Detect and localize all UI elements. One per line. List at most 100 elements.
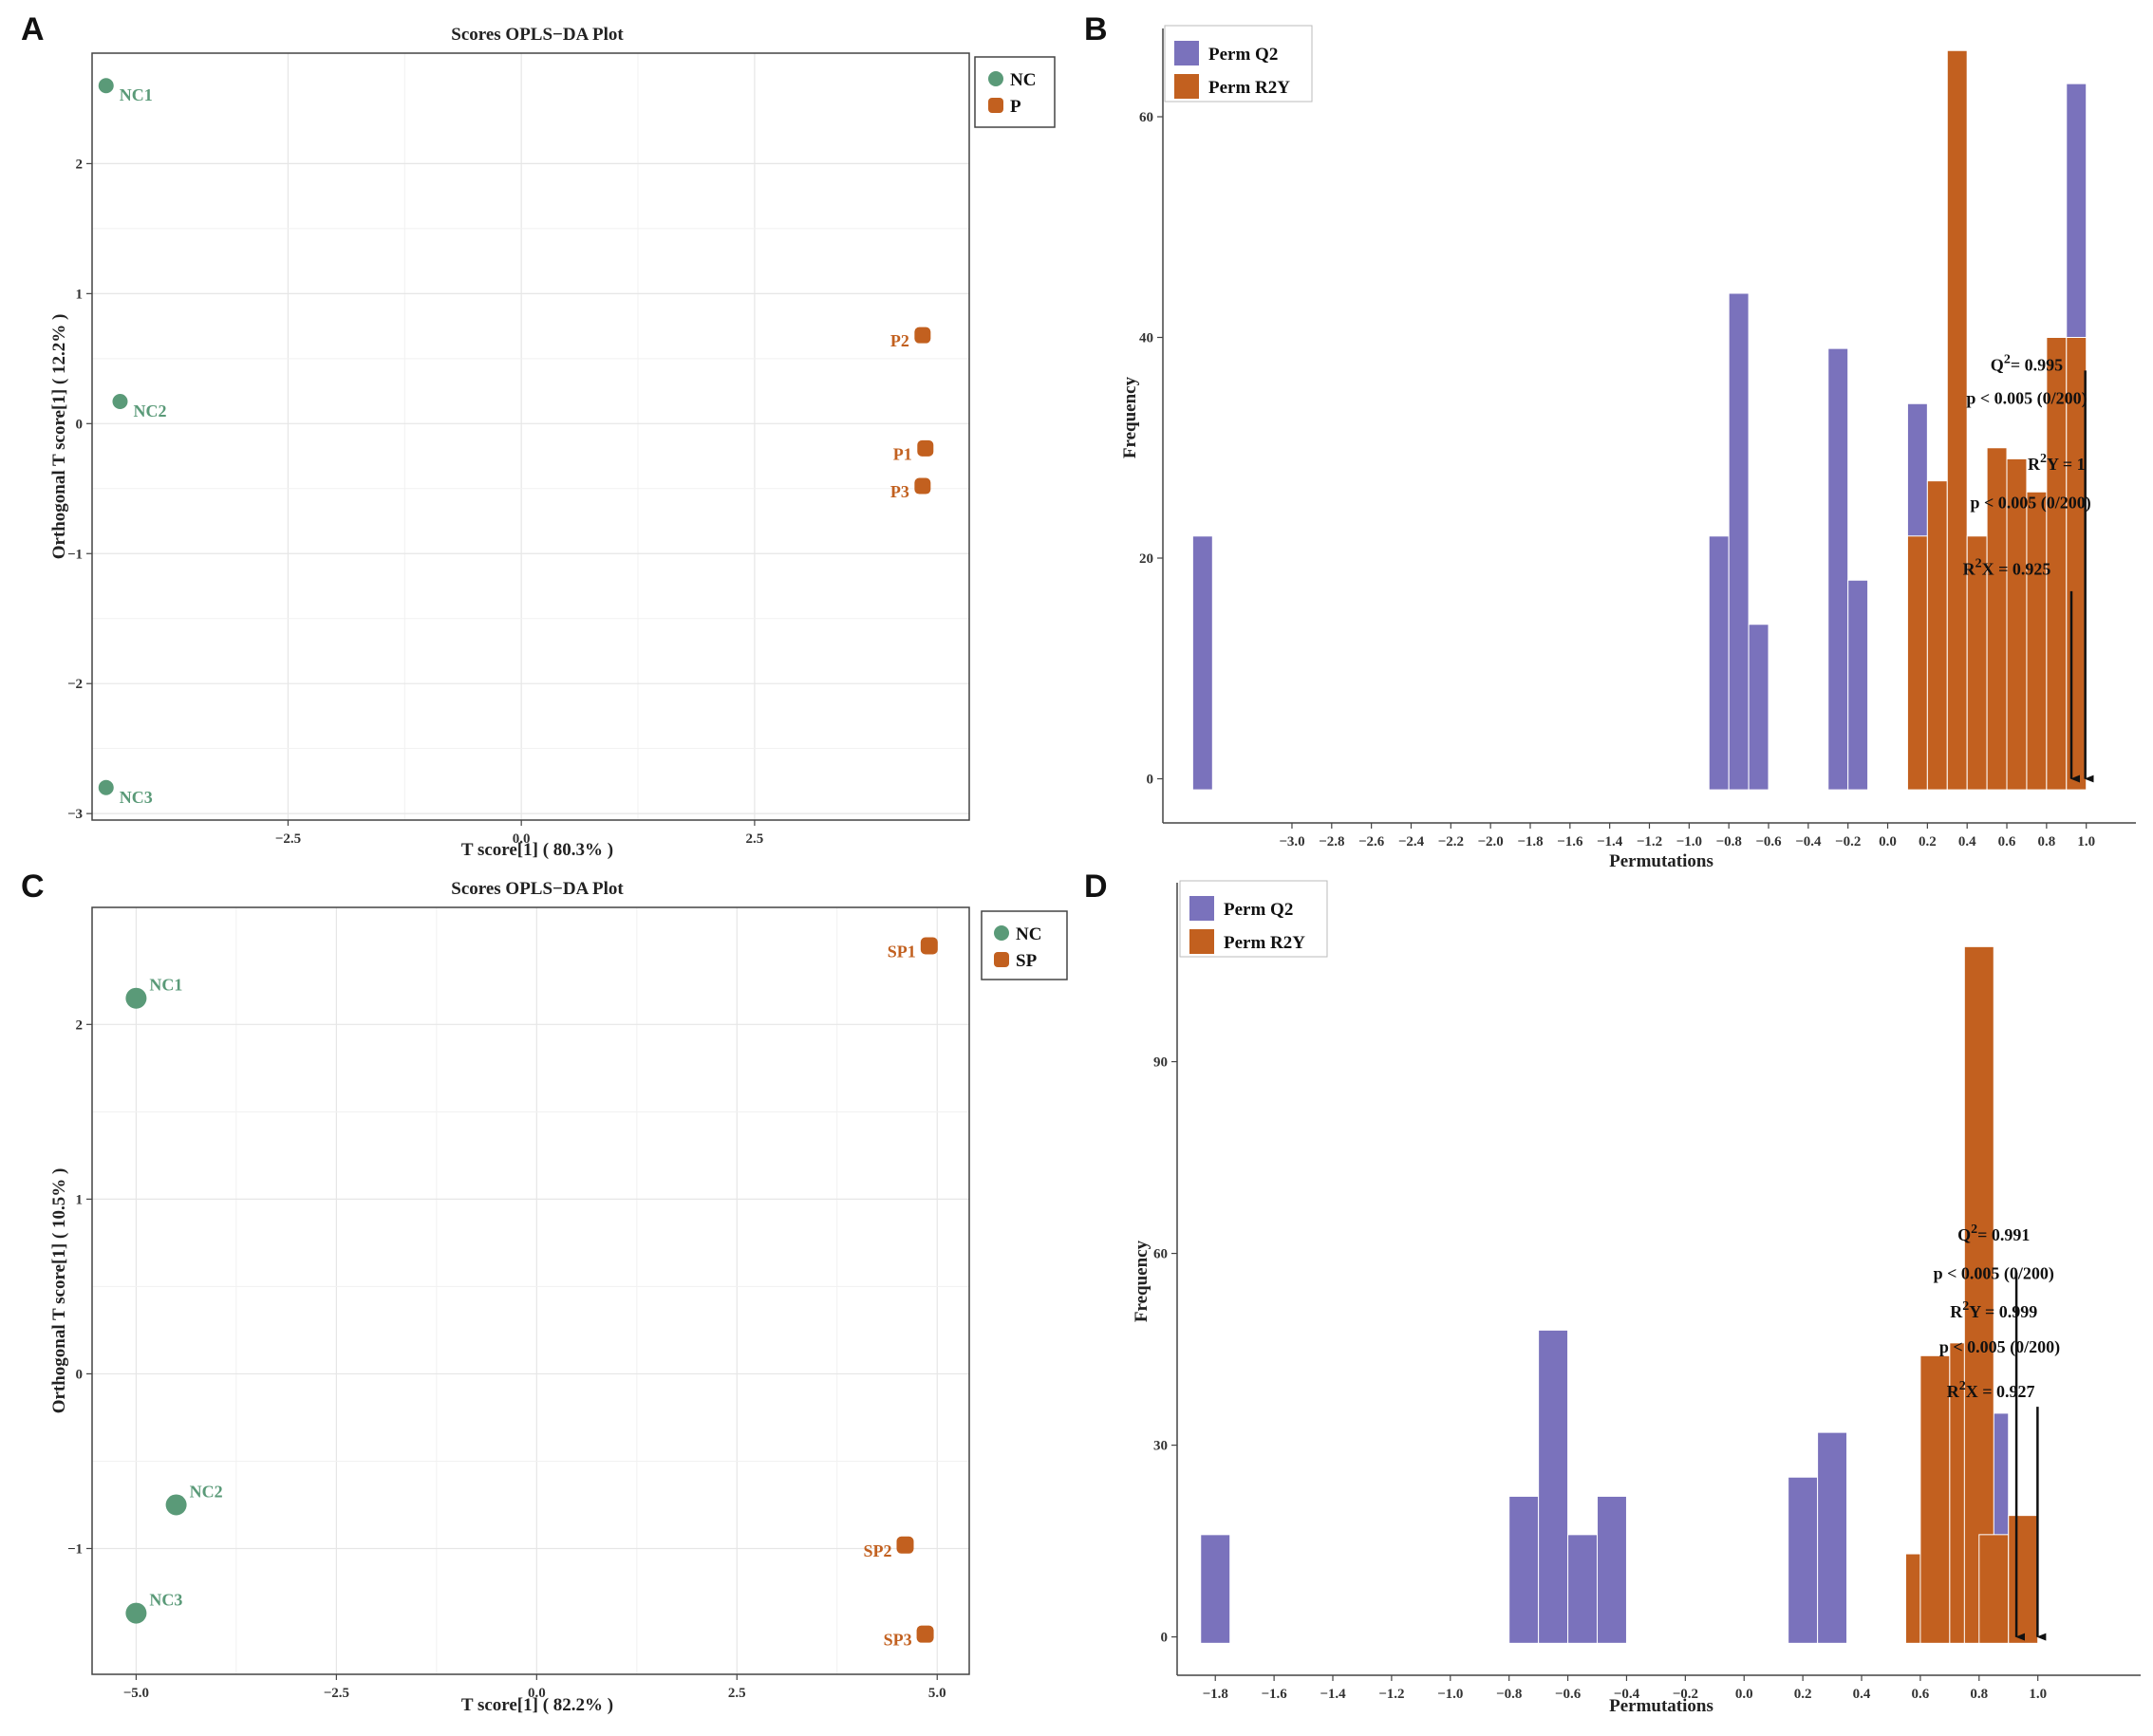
panel-b-y-tick-label: 60 [1139,110,1153,125]
point-label-c-sp2: SP2 [863,1541,891,1560]
panel-d-y-tick-label: 0 [1161,1631,1169,1646]
panel-c-x-tick-label: −2.5 [324,1686,349,1701]
panel-d-legend-key-r2y [1189,929,1214,954]
panel-b-legend: Perm Q2 Perm R2Y [1164,25,1313,103]
panel-d-x-tick-label: 0.4 [1853,1687,1871,1702]
panel-b-x-tick-label: −2.4 [1398,834,1425,849]
point-c-nc2 [165,1494,187,1516]
panel-b-x-tick-label: −3.0 [1279,834,1304,849]
panel-a-x-tick-label: 0.0 [513,831,531,847]
bar-b-r2y [1946,49,1968,791]
bar-b-q2 [1708,535,1730,791]
panel-c-x-axis-label: T score[1] ( 82.2% ) [461,1695,613,1715]
panel-b-y-axis-label: Frequency [1120,376,1140,458]
panel-d-x-tick-label: 0.8 [1970,1687,1988,1702]
panel-b-x-tick-label: −2.8 [1319,834,1344,849]
point-a-p2 [914,327,931,344]
point-label-c-nc3: NC3 [149,1591,182,1610]
panel-d-y-tick-label: 90 [1153,1055,1168,1071]
panel-c-x-tick-label: −5.0 [123,1686,149,1701]
bar-d-r2y [2008,1515,2039,1644]
panel-a-x-tick-label: −2.5 [275,831,301,847]
point-c-nc1 [125,987,147,1009]
bar-d-q2 [1597,1495,1627,1644]
panel-d-ticks: −1.8 −1.6 −1.4 −1.2 −1.0 −0.8 −0.6 −0.4 −0.2 0.0 0… [1153,1055,2047,1702]
bar-b-r2y [1906,535,1928,791]
panel-c-x-tick-label: 2.5 [728,1686,746,1701]
panel-d-x-tick-label: 0.6 [1912,1687,1930,1702]
panel-a-y-tick-label: −2 [67,677,83,692]
panel-c-y-tick-label: 0 [76,1367,84,1382]
panel-b-legend-label-q2: Perm Q2 [1208,45,1278,65]
panel-a-x-tick-label: 2.5 [746,831,764,847]
panel-b-legend-key-q2 [1174,41,1199,65]
panel-b-legend-key-r2y [1174,74,1199,99]
panel-a-ticks: −2.5 0.0 2.5 −3 −2 −1 0 1 2 [67,157,763,847]
panel-b-stat-annotation: p < 0.005 (0/200) [1966,388,2087,408]
panel-b-stat-annotation: R2X = 0.925 [1963,556,2051,578]
panel-b-x-tick-label: −1.2 [1637,834,1662,849]
panel-b-x-tick-label: −1.6 [1557,834,1583,849]
panel-d-legend-label-q2: Perm Q2 [1224,900,1293,920]
point-a-p3 [914,477,931,495]
panel-c-y-axis-label: Orthogonal T score[1] ( 10.5% ) [49,1168,69,1414]
point-label-a-p2: P2 [890,331,909,350]
panel-letter-d: D [1084,868,1108,905]
panel-b-stat-annotation: R2Y = 1 [2028,452,2086,474]
panel-a-y-tick-label: 2 [76,157,84,172]
point-a-nc2 [112,394,128,410]
point-label-a-nc3: NC3 [120,788,153,807]
point-label-c-sp1: SP1 [888,942,916,961]
panel-a-y-tick-label: 1 [76,287,84,302]
panel-d-x-tick-label: −1.8 [1203,1687,1228,1702]
panel-a-legend-box [974,56,1056,128]
bar-d-q2 [1538,1329,1569,1644]
panel-d-x-tick-label: −1.2 [1378,1687,1404,1702]
panel-b-x-tick-label: −1.4 [1597,834,1623,849]
panel-d-legend-label-r2y: Perm R2Y [1224,933,1305,953]
panel-d-x-tick-label: −0.6 [1555,1687,1582,1702]
bar-d-r2y [1978,1534,2010,1644]
point-label-a-p1: P1 [893,444,912,463]
panel-d-annotations: Q2= 0.991 p < 0.005 (0/200) R2Y = 0.999 p <… [1934,1223,2060,1641]
panel-c-legend-box [981,910,1068,980]
point-label-c-sp3: SP3 [884,1631,912,1650]
bar-d-q2 [1200,1534,1231,1644]
panel-c-y-tick-label: 2 [76,1017,84,1033]
panel-b-y-tick-label: 40 [1139,331,1153,346]
panel-b-x-tick-label: −2.2 [1438,834,1464,849]
panel-a-legend-key-nc [988,71,1003,86]
panel-c-y-tick-label: 1 [76,1192,84,1207]
panel-b-ticks: −3.0 −2.8 −2.6 −2.4 −2.2 −2.0 −1.8 −1.6 −1.4 −1.2… [1139,110,2095,849]
panel-c-ticks: −5.0 −2.5 0.0 2.5 5.0 −1 0 1 2 [67,1017,946,1701]
point-c-sp1 [920,937,938,955]
panel-d-x-tick-label: −0.8 [1496,1687,1522,1702]
bar-d-q2 [1817,1431,1848,1644]
point-label-a-p3: P3 [890,482,909,501]
panel-c-x-tick-label: 5.0 [928,1686,946,1701]
panel-c-points: NC1 NC2 NC3 SP1 SP2 SP3 [125,937,938,1650]
panel-b-stat-annotation: p < 0.005 (0/200) [1970,494,2090,513]
panel-d-stat-annotation: R2Y = 0.999 [1950,1299,2037,1321]
panel-b-x-tick-label: 0.6 [1998,834,2016,849]
point-c-nc3 [125,1602,147,1624]
point-label-a-nc2: NC2 [133,401,166,420]
panel-b-x-tick-label: 0.8 [2037,834,2055,849]
panel-d-stat-annotation: p < 0.005 (0/200) [1939,1337,2060,1357]
panel-c-x-tick-label: 0.0 [528,1686,546,1701]
panel-d-x-tick-label: −0.4 [1614,1687,1640,1702]
bar-d-r2y [1919,1354,1951,1644]
panel-c-legend: NC SP [981,910,1068,980]
panel-letter-a: A [21,11,45,47]
panel-c-legend-label-nc: NC [1016,924,1041,944]
panel-c-scatter: Scores OPLS−DA Plot −5.0 −2.5 0.0 2.5 5.0 −1 0… [49,879,1068,1715]
point-label-a-nc1: NC1 [120,85,153,104]
panel-c-legend-key-sp [994,952,1009,967]
bar-b-q2 [1728,292,1750,791]
panel-a-points: NC1 NC2 NC3 P2 P1 P3 [98,78,934,807]
panel-d-stat-annotation: p < 0.005 (0/200) [1934,1264,2054,1284]
panel-b-x-tick-label: 0.0 [1879,834,1897,849]
panel-d-stat-annotation: R2X = 0.927 [1947,1379,2035,1401]
point-label-c-nc2: NC2 [190,1482,223,1501]
bar-b-q2 [1827,347,1849,791]
